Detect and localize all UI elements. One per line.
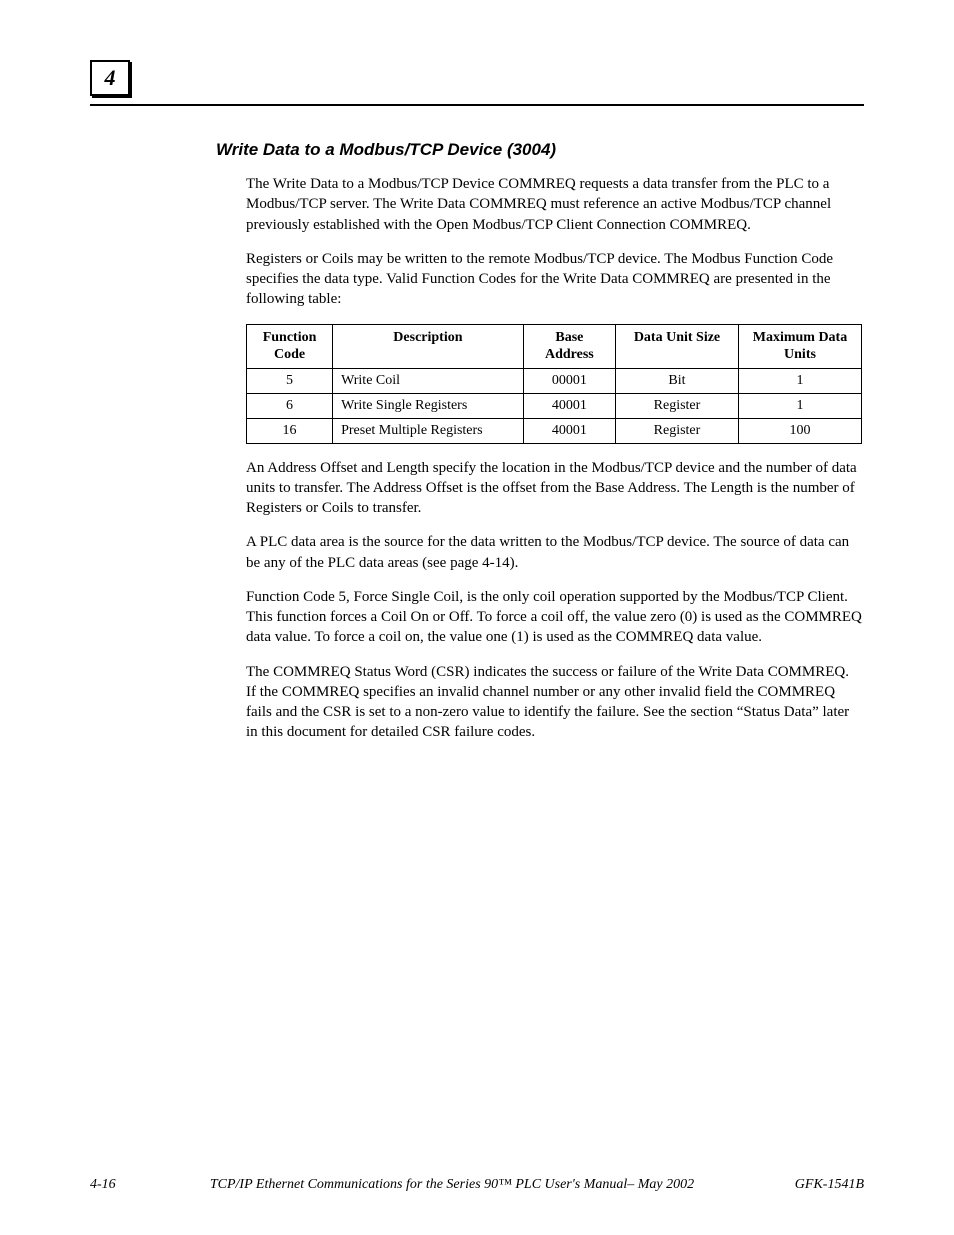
- body-paragraph: Function Code 5, Force Single Coil, is t…: [246, 587, 862, 648]
- table-cell: 100: [738, 418, 861, 443]
- body-paragraph: A PLC data area is the source for the da…: [246, 532, 862, 573]
- function-code-table: Function CodeDescriptionBase AddressData…: [246, 324, 862, 444]
- chapter-number-box: 4: [90, 60, 130, 96]
- table-cell: Preset Multiple Registers: [333, 418, 524, 443]
- table-header-cell: Description: [333, 324, 524, 368]
- table-row: 6Write Single Registers40001Register1: [247, 393, 862, 418]
- table-cell: 40001: [523, 393, 615, 418]
- table-header-cell: Base Address: [523, 324, 615, 368]
- table-header-cell: Data Unit Size: [615, 324, 738, 368]
- footer-title: TCP/IP Ethernet Communications for the S…: [150, 1177, 754, 1193]
- table-header-row: Function CodeDescriptionBase AddressData…: [247, 324, 862, 368]
- page-content: Write Data to a Modbus/TCP Device (3004)…: [216, 140, 862, 757]
- table-cell: 16: [247, 418, 333, 443]
- body-paragraph: The COMMREQ Status Word (CSR) indicates …: [246, 662, 862, 743]
- table-cell: 6: [247, 393, 333, 418]
- table-cell: Write Single Registers: [333, 393, 524, 418]
- table-cell: Register: [615, 418, 738, 443]
- page-footer: 4-16 TCP/IP Ethernet Communications for …: [90, 1177, 864, 1193]
- body-paragraph: The Write Data to a Modbus/TCP Device CO…: [246, 174, 862, 235]
- body-paragraph: An Address Offset and Length specify the…: [246, 458, 862, 519]
- table-cell: 1: [738, 393, 861, 418]
- table-row: 16Preset Multiple Registers40001Register…: [247, 418, 862, 443]
- footer-doc-id: GFK-1541B: [754, 1177, 864, 1193]
- top-horizontal-rule: [90, 104, 864, 106]
- chapter-number: 4: [105, 65, 116, 91]
- table-row: 5Write Coil00001Bit1: [247, 368, 862, 393]
- table-cell: 00001: [523, 368, 615, 393]
- footer-page-number: 4-16: [90, 1177, 150, 1193]
- body-paragraph: Registers or Coils may be written to the…: [246, 249, 862, 310]
- table-cell: 40001: [523, 418, 615, 443]
- table-cell: Bit: [615, 368, 738, 393]
- table-cell: Write Coil: [333, 368, 524, 393]
- table-cell: 1: [738, 368, 861, 393]
- table-header-cell: Function Code: [247, 324, 333, 368]
- section-heading: Write Data to a Modbus/TCP Device (3004): [216, 140, 862, 160]
- table-cell: Register: [615, 393, 738, 418]
- table-cell: 5: [247, 368, 333, 393]
- body-block: The Write Data to a Modbus/TCP Device CO…: [216, 174, 862, 743]
- table-header-cell: Maximum Data Units: [738, 324, 861, 368]
